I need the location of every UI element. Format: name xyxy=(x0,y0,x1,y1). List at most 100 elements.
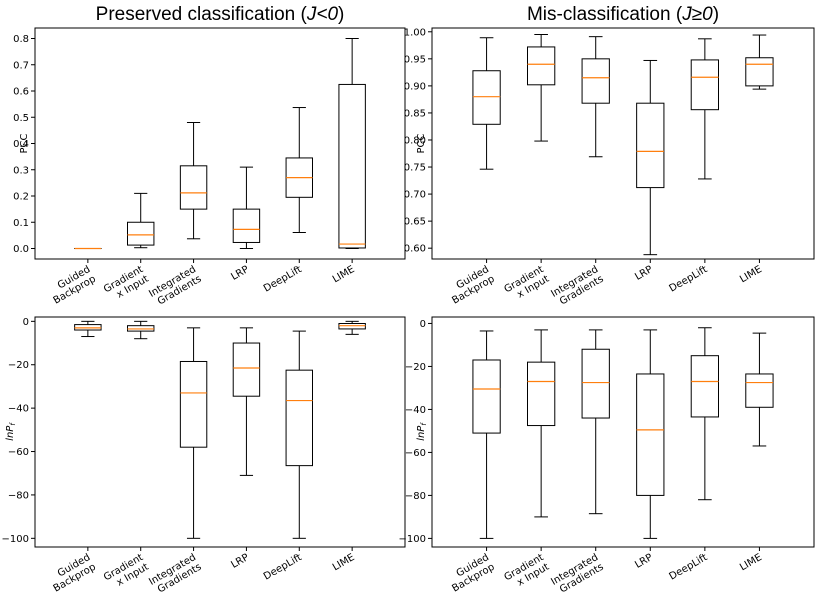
y-tick-label: −20 xyxy=(405,362,426,373)
x-tick-label: LIME xyxy=(331,552,357,573)
iqr-box xyxy=(179,165,208,210)
y-tick-label: 0.90 xyxy=(404,81,426,92)
y-tick-label: 0.60 xyxy=(404,244,426,255)
x-tick-label: Gradientx Input xyxy=(102,552,151,593)
iqr-box xyxy=(527,46,556,86)
x-tick-label: LRP xyxy=(229,552,251,571)
y-tick-label: −100 xyxy=(2,534,29,545)
iqr-box xyxy=(527,361,556,427)
y-tick-label: 0.1 xyxy=(13,218,29,229)
iqr-box xyxy=(285,369,314,467)
y-tick-label: 0.70 xyxy=(404,190,426,201)
x-tick-label: Gradientx Input xyxy=(502,552,551,593)
x-tick-label: LIME xyxy=(738,552,764,573)
x-tick-label: DeepLift xyxy=(262,552,304,583)
box-gradient-x-input xyxy=(127,320,155,340)
iqr-box xyxy=(338,83,366,249)
right-title-tail: ) xyxy=(712,4,720,25)
box-deeplift xyxy=(285,107,314,233)
x-tick-label: Gradientx Input xyxy=(502,264,551,305)
left-title-main: Preserved classification ( xyxy=(95,4,307,25)
y-tick-label: −40 xyxy=(8,404,29,415)
x-tick-label: LIME xyxy=(738,264,764,285)
x-tick-label: IntegratedGradients xyxy=(549,552,605,597)
left-title-condition: J<0 xyxy=(306,4,339,25)
left-title-tail: ) xyxy=(338,4,345,25)
iqr-box xyxy=(581,58,610,104)
x-tick-label: DeepLift xyxy=(262,264,304,295)
box-integrated-gradients xyxy=(179,327,208,539)
x-tick-label: GuidedBackprop xyxy=(46,552,98,595)
box-lrp xyxy=(636,59,665,256)
box-deeplift xyxy=(690,38,720,180)
x-tick-label: Gradientx Input xyxy=(102,264,151,305)
y-tick-label: 0.6 xyxy=(13,87,29,98)
box-deeplift xyxy=(285,330,314,539)
y-tick-label: −80 xyxy=(8,490,29,501)
axes-frame xyxy=(431,27,815,260)
box-lime xyxy=(745,34,774,90)
y-tick-label: 0.2 xyxy=(13,192,29,203)
x-tick-label: LIME xyxy=(331,264,357,285)
right-title-condition: J≥0 xyxy=(682,4,713,25)
y-axis-label: lnPf xyxy=(416,422,428,441)
y-tick-label: 0.80 xyxy=(404,135,426,146)
x-tick-label: LRP xyxy=(633,552,655,571)
box-lime xyxy=(338,38,366,249)
panel-2: 0.60 0.65 0.70 0.75 0.80 0.85 0.90 0.95 1.00 PCC G… xyxy=(404,27,815,309)
box-gradient-x-input xyxy=(527,33,556,142)
y-tick-label: −60 xyxy=(8,447,29,458)
panel-4: 0 −20 −40 −60 −80 −100 lnPf GuidedBackprop Gradi… xyxy=(399,316,815,597)
y-tick-label: 0.65 xyxy=(404,217,426,228)
box-guided-backprop xyxy=(74,320,102,338)
x-tick-label: LRP xyxy=(633,264,655,283)
y-tick-label: −40 xyxy=(405,405,426,416)
box-deeplift xyxy=(690,327,720,501)
iqr-box xyxy=(472,359,501,434)
x-tick-label: DeepLift xyxy=(668,264,710,295)
y-tick-label: 0 xyxy=(420,319,426,330)
iqr-box xyxy=(745,373,774,408)
panel-1: 0.0 0.1 0.2 0.3 0.4 0.5 0.6 0.7 0.8 PCC GuidedBack… xyxy=(13,27,406,309)
y-tick-label: 0.5 xyxy=(13,113,29,124)
x-tick-label: IntegratedGradients xyxy=(549,264,605,309)
x-tick-label: DeepLift xyxy=(668,552,710,583)
x-tick-label: LRP xyxy=(229,264,251,283)
box-guided-backprop xyxy=(472,330,501,539)
box-lrp xyxy=(636,329,665,539)
y-tick-label: 0.75 xyxy=(404,163,426,174)
box-lime xyxy=(338,320,366,335)
box-guided-backprop xyxy=(472,37,501,170)
iqr-box xyxy=(636,373,665,496)
x-tick-label: IntegratedGradients xyxy=(147,552,203,597)
y-axis-label: lnPf xyxy=(5,422,17,441)
y-tick-label: 0.0 xyxy=(13,244,29,255)
box-lime xyxy=(745,332,774,447)
x-tick-label: IntegratedGradients xyxy=(147,264,203,309)
axes-frame xyxy=(34,27,406,260)
y-axis-label: PCC xyxy=(416,133,427,153)
y-tick-label: 0.85 xyxy=(404,108,426,119)
iqr-box xyxy=(690,355,720,418)
iqr-box xyxy=(472,70,501,125)
axes-frame xyxy=(431,316,815,548)
y-tick-label: −100 xyxy=(399,534,426,545)
right-column-title: Mis-classification (J≥0) xyxy=(432,4,814,26)
iqr-box xyxy=(745,57,774,87)
iqr-box xyxy=(127,221,155,246)
y-tick-label: −20 xyxy=(8,360,29,371)
y-tick-label: −60 xyxy=(405,448,426,459)
x-tick-label: GuidedBackprop xyxy=(445,264,497,307)
y-tick-label: −80 xyxy=(405,491,426,502)
box-gradient-x-input xyxy=(127,192,155,249)
y-axis-label: PCC xyxy=(19,133,30,153)
iqr-box xyxy=(636,102,665,189)
box-lrp xyxy=(232,166,261,249)
y-tick-label: 0.95 xyxy=(404,54,426,65)
x-tick-label: GuidedBackprop xyxy=(445,552,497,595)
y-tick-label: 0.7 xyxy=(13,60,29,71)
y-tick-label: 0 xyxy=(23,317,29,328)
box-integrated-gradients xyxy=(581,36,610,158)
iqr-box xyxy=(232,208,261,243)
